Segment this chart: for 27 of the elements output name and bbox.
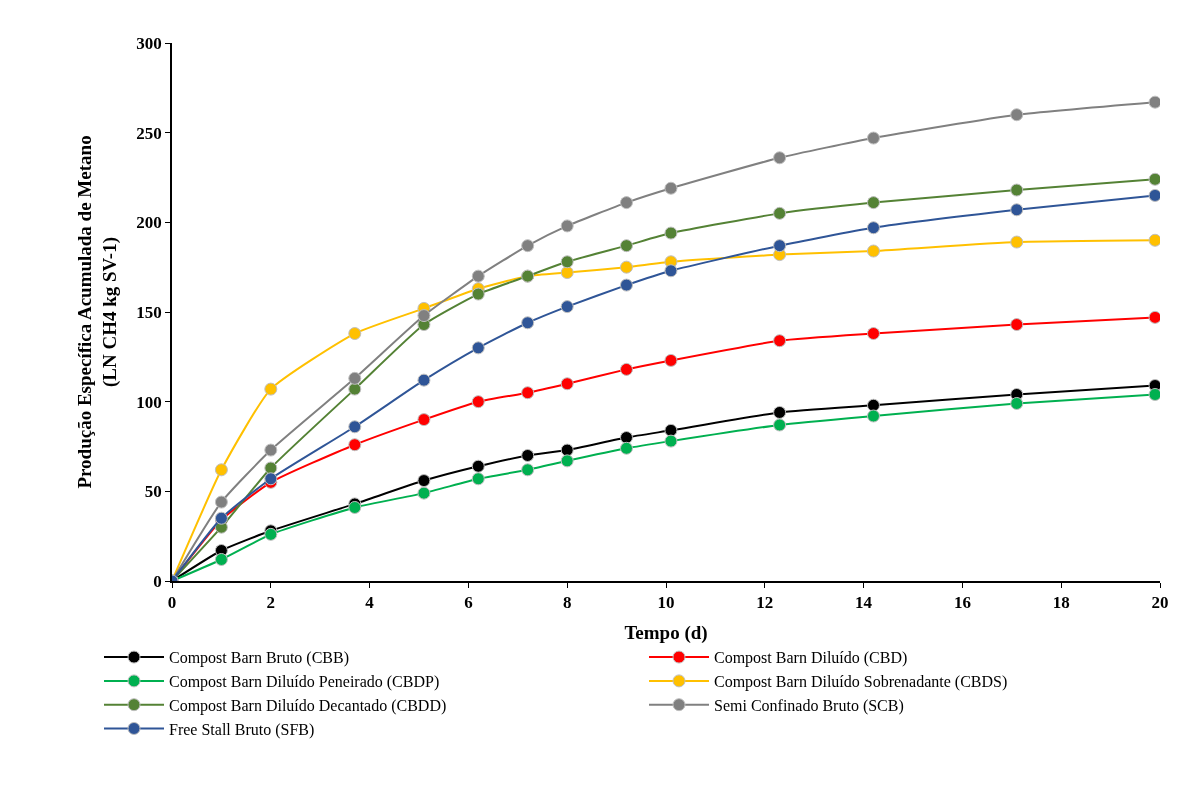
x-tick-label: 6	[464, 593, 473, 613]
legend-label: Compost Barn Diluído Decantado (CBDD)	[169, 696, 447, 715]
x-tick-label: 4	[365, 593, 375, 613]
legend-label: Compost Barn Bruto (CBB)	[169, 649, 350, 668]
x-tick-label: 20	[1151, 593, 1169, 613]
y-tick-label: 200	[136, 213, 162, 233]
legend-label: Free Stall Bruto (SFB)	[169, 720, 315, 739]
y-tick-label: 100	[136, 392, 162, 412]
y-tick-label: 300	[136, 33, 162, 53]
x-tick-label: 2	[266, 593, 276, 613]
x-tick-label: 16	[953, 593, 971, 613]
x-tick-label: 18	[1052, 593, 1070, 613]
legend-label: Compost Barn Diluído (CBD)	[714, 649, 908, 668]
x-tick-label: 0	[167, 593, 177, 613]
x-tick-label: 8	[562, 593, 572, 613]
x-tick-label: 10	[657, 593, 675, 613]
x-axis-title: Tempo (d)	[624, 622, 708, 645]
y-axis-title: Produção Específica Acumulada de Metano (LN CH4 kg SV-1)	[74, 135, 121, 489]
legend-label: Semi Confinado Bruto (SCB)	[714, 696, 904, 715]
y-tick-label: 150	[136, 302, 162, 322]
legend-label: Compost Barn Diluído Sobrenadante (CBDS)	[714, 673, 1008, 692]
y-tick-label: 0	[153, 571, 162, 591]
x-tick-label: 12	[756, 593, 774, 613]
y-tick-label: 250	[136, 123, 162, 143]
y-tick-label: 50	[144, 482, 162, 502]
legend-label: Compost Barn Diluído Peneirado (CBDP)	[169, 673, 440, 692]
x-tick-label: 14	[855, 593, 873, 613]
